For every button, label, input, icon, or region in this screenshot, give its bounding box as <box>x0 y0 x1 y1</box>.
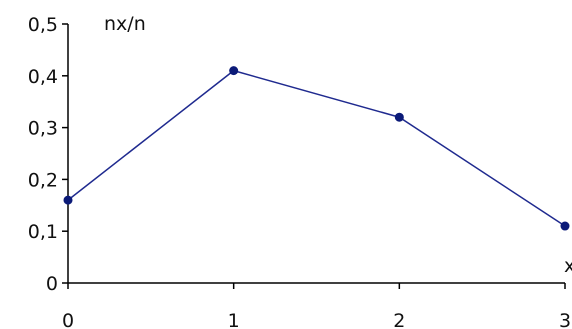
y-tick-label: 0,2 <box>28 169 58 191</box>
y-tick-label: 0,5 <box>28 14 58 36</box>
x-axis-ticks: 0 1 2 3 <box>62 283 571 329</box>
data-point <box>229 66 238 75</box>
y-tick-label: 0,1 <box>28 221 58 243</box>
y-tick-label: 0 <box>46 273 58 295</box>
data-point <box>64 196 73 205</box>
y-axis-ticks: 0 0,1 0,2 0,3 0,4 0,5 <box>28 14 68 295</box>
y-tick-label: 0,4 <box>28 66 58 88</box>
x-tick-label: 1 <box>228 310 240 329</box>
x-axis-label: x <box>564 255 572 277</box>
data-point <box>395 113 404 122</box>
x-tick-label: 0 <box>62 310 74 329</box>
y-axis-label: nx/n <box>104 13 146 35</box>
series-layer <box>64 66 570 230</box>
x-tick-label: 3 <box>559 310 571 329</box>
data-point <box>561 222 570 231</box>
x-tick-label: 2 <box>393 310 405 329</box>
series-line <box>68 71 565 226</box>
y-tick-label: 0,3 <box>28 118 58 140</box>
